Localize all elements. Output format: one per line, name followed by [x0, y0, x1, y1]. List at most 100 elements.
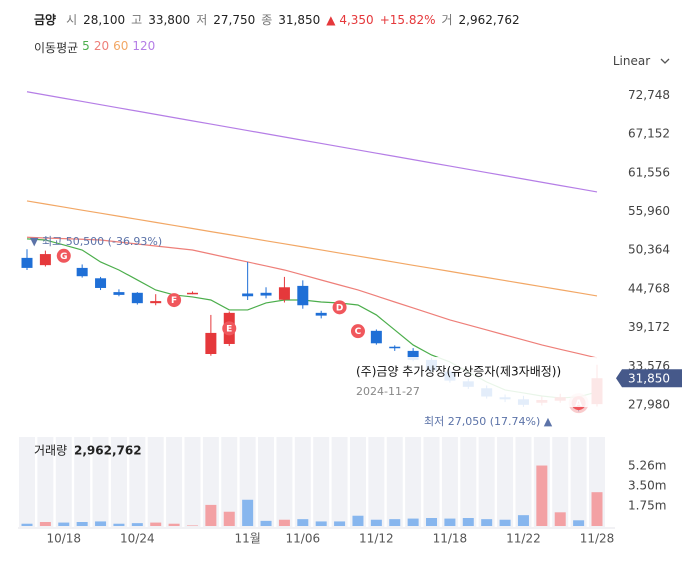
x-tick-label: 11/22 — [506, 532, 541, 546]
volume-column-bg — [368, 437, 385, 527]
candle-body — [297, 285, 309, 306]
y-tick-label: 55,960 — [628, 204, 670, 218]
volume-bar — [150, 522, 162, 526]
field-label: 고 — [131, 13, 143, 27]
volume-column-bg — [570, 437, 587, 527]
volume-bar — [499, 519, 511, 526]
volume-column-bg — [441, 437, 458, 527]
candle-body — [260, 292, 272, 296]
volume-bar — [131, 523, 143, 526]
volume-bar — [426, 518, 438, 526]
volume-bar — [205, 504, 217, 526]
event-marker-label: G — [60, 252, 67, 262]
change-pct: +15.82% — [379, 13, 436, 27]
volume-bar — [573, 520, 585, 526]
y-tick-label: 67,152 — [628, 127, 670, 141]
volume-bar — [370, 519, 382, 526]
ma-line — [26, 91, 598, 193]
volume-column-bg — [276, 437, 293, 527]
volume-column-bg — [110, 437, 127, 527]
volume-bar — [481, 519, 493, 526]
volume-bar — [95, 521, 107, 526]
volume-bar — [223, 511, 235, 526]
volume-column-bg — [294, 437, 311, 527]
event-marker — [56, 248, 71, 263]
volume-column-bg — [166, 437, 183, 527]
volume-bar — [444, 518, 456, 526]
ma-legend-entry: 20 — [93, 39, 110, 53]
field-value: 27,750 — [213, 13, 256, 27]
volume-bar — [297, 519, 309, 526]
volume-column-bg — [386, 437, 403, 527]
volume-bar — [315, 521, 327, 526]
candle-body — [39, 254, 51, 266]
volume-column-bg — [19, 437, 35, 527]
event-marker — [222, 321, 237, 336]
y-tick-label: 27,980 — [628, 397, 670, 411]
volume-column-bg — [478, 437, 495, 527]
volume-column-bg — [221, 437, 238, 527]
volume-bar — [554, 512, 566, 526]
field-value: 31,850 — [278, 13, 321, 27]
tooltip-date: 2024-11-27 — [356, 385, 420, 398]
volume-column-bg — [147, 437, 164, 527]
ma-legend: 이동평균 5 20 60 120 — [34, 39, 155, 56]
candle-body — [370, 330, 382, 344]
volume-bar — [517, 515, 529, 526]
volume-column-bg — [202, 437, 219, 527]
field-value: 33,800 — [148, 13, 191, 27]
volume-bar — [168, 523, 180, 526]
volume-column-bg — [55, 437, 72, 527]
volume-column-bg — [129, 437, 146, 527]
x-tick-label: 10/24 — [120, 532, 155, 546]
volume-column-bg — [515, 437, 532, 527]
candle-body — [315, 312, 327, 316]
min-annotation: 최저 27,050 (17.74%) ▲ — [424, 415, 553, 428]
x-tick-label: 11/12 — [359, 532, 394, 546]
field-label: 거 — [441, 13, 453, 27]
volume-bar — [334, 521, 346, 526]
volume-bar — [278, 519, 290, 526]
y-tick-label: 72,748 — [628, 88, 670, 102]
volume-column-bg — [460, 437, 477, 527]
volume-column-bg — [552, 437, 569, 527]
ma-legend-title: 이동평균 — [34, 41, 79, 55]
candle-body — [278, 287, 290, 300]
max-annotation: ▼ 최고 50,500 (-36.93%) — [30, 235, 162, 248]
last-price-label: 31,850 — [628, 372, 670, 386]
volume-bar — [242, 499, 254, 526]
field-label: 종 — [261, 13, 273, 27]
tooltip-title: (주)금양 추가상장(유상증자(제3자배정)) — [356, 365, 561, 379]
event-marker-label: D — [336, 303, 343, 313]
event-marker — [350, 324, 365, 339]
volume-bar — [591, 492, 603, 526]
field-value: 2,962,762 — [458, 13, 520, 27]
candle-body — [113, 292, 125, 295]
volume-column-bg — [313, 437, 330, 527]
y-tick-label: 39,172 — [628, 320, 670, 334]
volume-bar — [407, 518, 419, 526]
candle-body — [131, 292, 143, 304]
volume-bar — [186, 525, 198, 526]
volume-column-bg — [184, 437, 201, 527]
volume-column-bg — [331, 437, 348, 527]
price-header: 금양 시 28,100 고 33,800 저 27,750 종 31,850 ▲ 4,3… — [34, 11, 520, 28]
candle-body — [242, 293, 254, 297]
volume-column-bg — [37, 437, 54, 527]
x-tick-label: 10/18 — [46, 532, 81, 546]
scale-dropdown[interactable]: Linear — [613, 54, 670, 68]
candle-body — [389, 346, 401, 349]
ma-line — [26, 200, 598, 297]
event-marker-label: F — [171, 296, 177, 306]
volume-column-bg — [405, 437, 422, 527]
chevron — [660, 58, 670, 64]
volume-column-bg — [423, 437, 440, 527]
stock-name: 금양 — [34, 13, 57, 27]
field-label: 시 — [66, 13, 78, 27]
volume-bar — [260, 520, 272, 526]
field-value: 28,100 — [83, 13, 126, 27]
volume-tick-label: 3.50m — [628, 479, 666, 493]
candle-body — [407, 350, 419, 360]
